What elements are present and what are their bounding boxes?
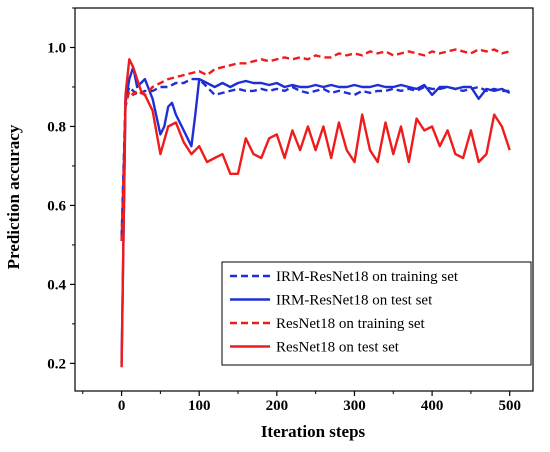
x-tick-label: 300 [343, 398, 366, 414]
x-tick-label: 200 [266, 398, 289, 414]
y-tick-label: 1.0 [47, 40, 66, 56]
y-axis-title: Prediction accuracy [4, 124, 23, 269]
legend-box [221, 261, 532, 366]
legend-label-4: ResNet18 on test set [276, 340, 400, 356]
legend-label-1: IRM-ResNet18 on training set [276, 269, 459, 285]
x-tick-label: 500 [498, 398, 521, 414]
axes: 0 100 200 300 400 500 0.2 0.4 0.6 0.8 1.0 [47, 7, 534, 414]
y-tick-label: 0.4 [47, 277, 66, 293]
y-tick-label: 0.6 [47, 198, 66, 214]
legend-label-2: IRM-ResNet18 on test set [276, 293, 433, 309]
series-line-4 [120, 58, 511, 368]
x-axis-title: Iteration steps [261, 422, 366, 441]
plot-frame [74, 7, 534, 392]
legend: IRM-ResNet18 on training set IRM-ResNet18… [221, 261, 532, 366]
y-tick-label: 0.2 [47, 356, 66, 372]
x-tick-label: 100 [188, 398, 211, 414]
y-tick-label: 0.8 [47, 119, 66, 135]
series-line-2 [120, 65, 511, 364]
x-tick-label: 0 [118, 398, 126, 414]
series-line-1 [120, 77, 510, 238]
plot-area [120, 48, 511, 368]
legend-label-3: ResNet18 on training set [276, 316, 426, 332]
series-line-3 [120, 48, 510, 242]
x-tick-label: 400 [421, 398, 444, 414]
